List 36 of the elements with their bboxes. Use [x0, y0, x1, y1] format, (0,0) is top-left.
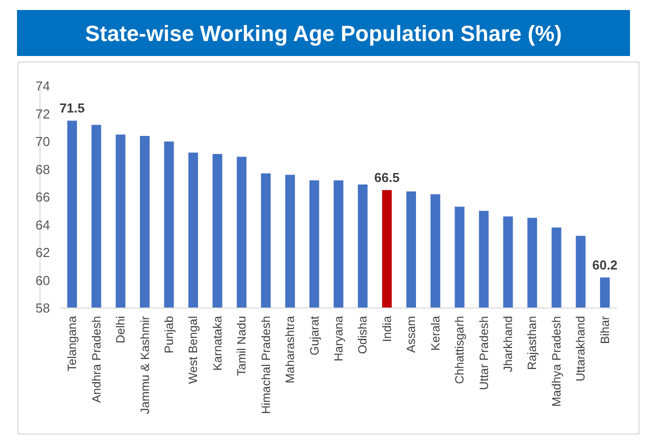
- x-tick-label: Uttar Pradesh: [476, 316, 491, 390]
- x-tick-label: Telangana: [65, 316, 80, 372]
- chart-title: State-wise Working Age Population Share (%): [85, 21, 562, 46]
- y-tick-label: 58: [36, 300, 50, 316]
- x-tick-label: Andhra Pradesh: [89, 316, 104, 403]
- x-tick-label: Rajasthan: [525, 316, 540, 370]
- x-tick-label: Odisha: [356, 316, 370, 354]
- x-tick-label: Jharkhand: [501, 316, 516, 372]
- data-label: 60.2: [592, 257, 618, 272]
- data-label: 66.5: [374, 170, 400, 186]
- y-tick-label: 66: [36, 190, 50, 205]
- y-tick-label: 64: [36, 217, 50, 232]
- x-tick-label: India: [380, 316, 394, 342]
- y-tick-label: 74: [36, 78, 50, 94]
- x-tick-label: Uttarakhand: [574, 316, 588, 382]
- x-tick-label: Karnataka: [210, 316, 224, 371]
- y-tick-label: 62: [36, 245, 50, 260]
- x-tick-label: Maharashtra: [283, 316, 298, 384]
- y-tick-label: 60: [36, 272, 50, 288]
- x-tick-label: Delhi: [114, 316, 128, 344]
- y-tick-label: 68: [36, 162, 50, 177]
- y-tick-label: 72: [36, 106, 50, 122]
- x-tick-label: Assam: [404, 316, 418, 353]
- x-tick-label: Jammu & Kashmir: [138, 316, 152, 414]
- x-tick-label: Himachal Pradesh: [258, 316, 273, 414]
- x-tick-label: Chhattisgarh: [452, 316, 467, 384]
- x-tick-label: Madhya Pradesh: [549, 316, 564, 407]
- x-tick-label: West Bengal: [186, 316, 200, 384]
- x-tick-label: Tamil Nadu: [234, 316, 249, 376]
- x-tick-label: Haryana: [332, 316, 346, 362]
- x-tick-label: Bihar: [598, 316, 612, 344]
- data-label: 71.5: [59, 100, 85, 116]
- x-tick-label: Kerala: [428, 316, 442, 351]
- x-tick-label: Gujarat: [307, 315, 322, 356]
- y-tick-label: 70: [36, 134, 50, 150]
- x-tick-label: Punjab: [162, 316, 176, 354]
